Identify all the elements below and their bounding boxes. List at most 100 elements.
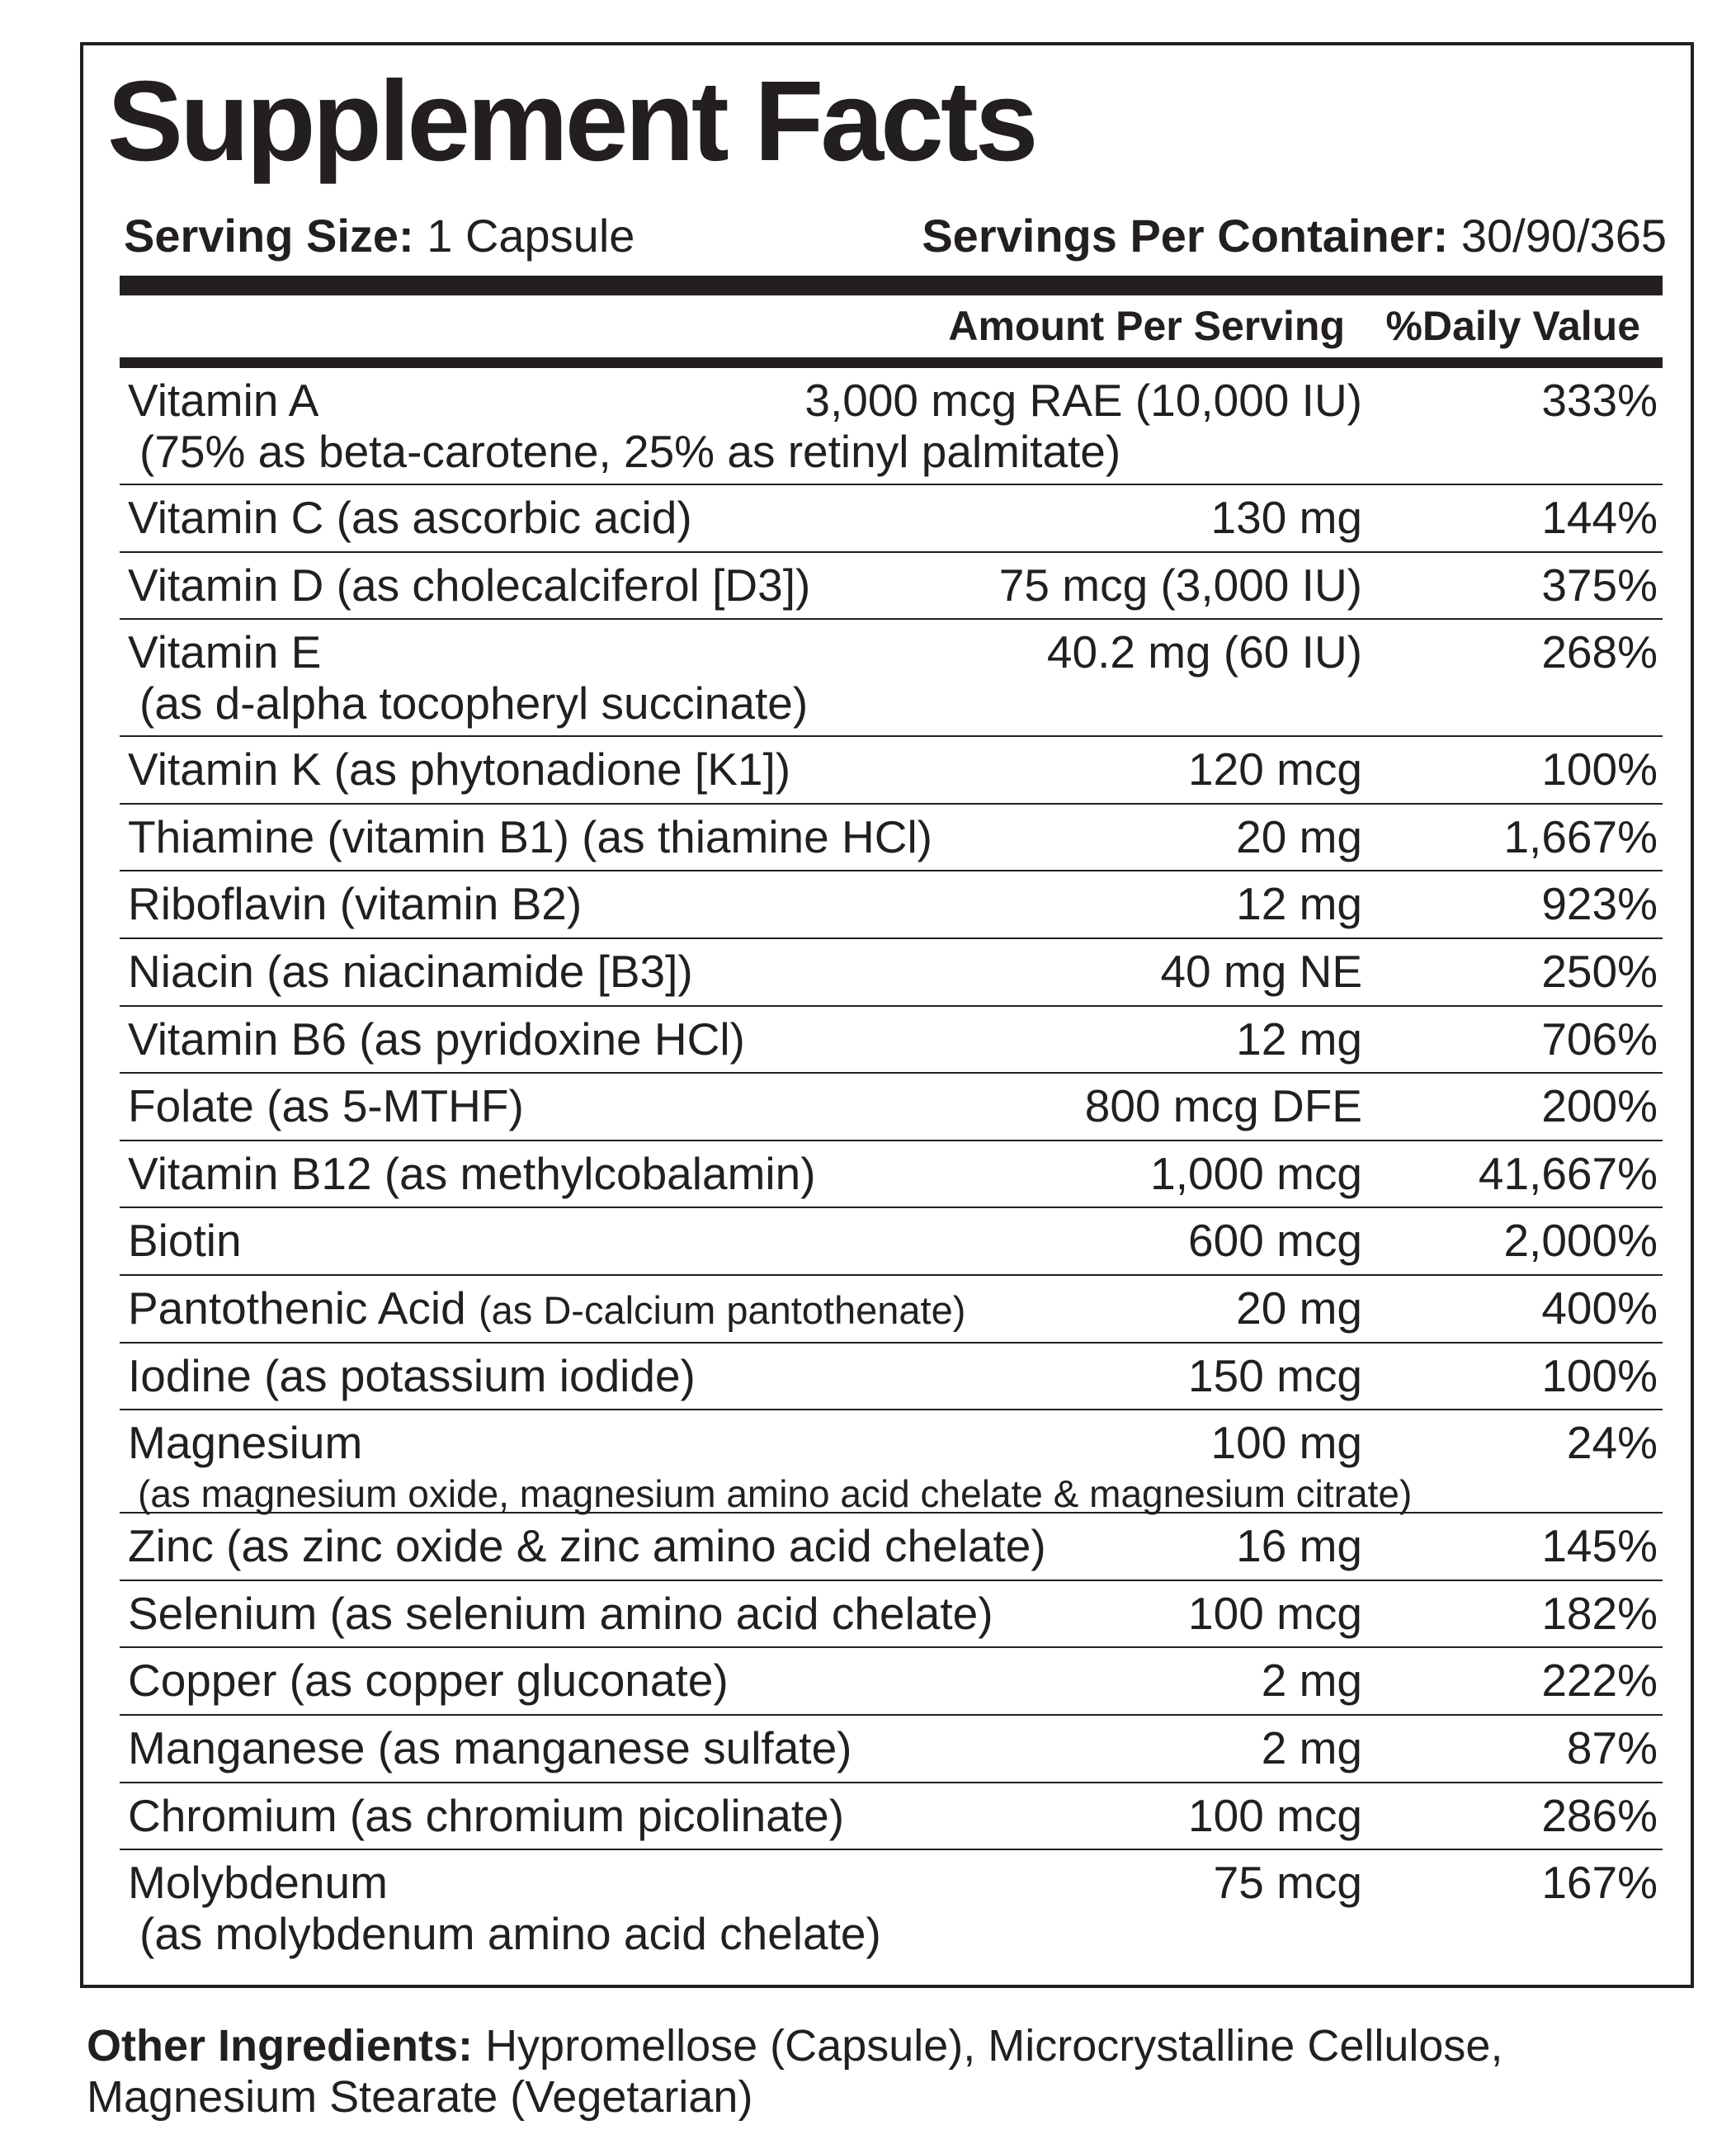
nutrient-daily-value: 200% bbox=[1541, 1080, 1658, 1132]
table-row: Magnesium (as magnesium oxide, magnesium … bbox=[120, 1410, 1663, 1514]
nutrient-amount: 800 mcg DFE bbox=[1084, 1080, 1362, 1132]
nutrient-name-main: Thiamine (vitamin B1) (as thiamine HCl) bbox=[128, 810, 932, 862]
nutrient-amount: 3,000 mcg RAE (10,000 IU) bbox=[804, 375, 1362, 426]
servings-per-container-value: 30/90/365 bbox=[1460, 210, 1667, 262]
table-row: Iodine (as potassium iodide) 150 mcg 100% bbox=[120, 1344, 1663, 1411]
nutrient-name: Vitamin E bbox=[128, 630, 321, 675]
nutrient-source: (as d-alpha tocopheryl succinate) bbox=[139, 678, 809, 730]
nutrient-name-main: Vitamin B6 (as pyridoxine HCl) bbox=[128, 1013, 745, 1065]
column-header-amount: Amount Per Serving bbox=[948, 303, 1345, 349]
header-divider bbox=[120, 357, 1663, 368]
nutrient-daily-value: 100% bbox=[1541, 1349, 1658, 1401]
nutrient-table: Vitamin A (75% as beta-carotene, 25% as r… bbox=[120, 368, 1663, 1974]
supplement-facts-panel bbox=[80, 42, 1694, 1988]
nutrient-daily-value: 1,667% bbox=[1503, 810, 1658, 862]
table-row: Vitamin A (75% as beta-carotene, 25% as r… bbox=[120, 368, 1663, 485]
nutrient-amount: 100 mcg bbox=[1188, 1789, 1362, 1841]
table-row: Thiamine (vitamin B1) (as thiamine HCl) 2… bbox=[120, 805, 1663, 872]
table-row: Riboflavin (vitamin B2) 12 mg 923% bbox=[120, 871, 1663, 939]
nutrient-amount: 12 mg bbox=[1236, 878, 1362, 930]
nutrient-name: Chromium (as chromium picolinate) bbox=[128, 1789, 845, 1841]
header-divider-thick bbox=[120, 276, 1663, 295]
nutrient-amount: 12 mg bbox=[1236, 1013, 1362, 1065]
nutrient-amount: 150 mcg bbox=[1188, 1349, 1362, 1401]
table-row: Vitamin K (as phytonadione [K1]) 120 mcg 1… bbox=[120, 737, 1663, 805]
nutrient-amount: 100 mcg bbox=[1188, 1587, 1362, 1639]
nutrient-name: Biotin bbox=[128, 1218, 242, 1263]
table-row: Molybdenum (as molybdenum amino acid chel… bbox=[120, 1850, 1663, 1974]
column-header-daily-value: %Daily Value bbox=[1385, 303, 1641, 349]
nutrient-amount: 40.2 mg (60 IU) bbox=[1046, 626, 1362, 678]
nutrient-amount: 130 mg bbox=[1210, 492, 1362, 543]
nutrient-daily-value: 167% bbox=[1541, 1857, 1658, 1909]
nutrient-name-main: Manganese (as manganese sulfate) bbox=[128, 1721, 852, 1773]
nutrient-name-main: Vitamin C (as ascorbic acid) bbox=[128, 492, 692, 543]
table-row: Biotin 600 mcg 2,000% bbox=[120, 1208, 1663, 1276]
table-row: Manganese (as manganese sulfate) 2 mg 87% bbox=[120, 1716, 1663, 1783]
table-row: Selenium (as selenium amino acid chelate… bbox=[120, 1581, 1663, 1649]
nutrient-name-main: Chromium (as chromium picolinate) bbox=[128, 1789, 845, 1841]
nutrient-name: Folate (as 5-MTHF) bbox=[128, 1084, 524, 1129]
nutrient-amount: 40 mg NE bbox=[1160, 945, 1362, 997]
nutrient-daily-value: 145% bbox=[1541, 1520, 1658, 1572]
nutrient-daily-value: 286% bbox=[1541, 1789, 1658, 1841]
nutrient-name: Vitamin D (as cholecalciferol [D3]) bbox=[128, 559, 811, 611]
other-ingredients: Other Ingredients: Hypromellose (Capsule… bbox=[87, 2020, 1704, 2123]
nutrient-daily-value: 41,667% bbox=[1478, 1147, 1658, 1199]
nutrient-name-main: Folate (as 5-MTHF) bbox=[128, 1080, 524, 1132]
nutrient-name-main: Vitamin K (as phytonadione [K1]) bbox=[128, 744, 791, 796]
nutrient-name: Zinc (as zinc oxide & zinc amino acid ch… bbox=[128, 1523, 1046, 1569]
nutrient-daily-value: 144% bbox=[1541, 492, 1658, 543]
table-row: Copper (as copper gluconate) 2 mg 222% bbox=[120, 1648, 1663, 1716]
nutrient-name-main: Vitamin D (as cholecalciferol [D3]) bbox=[128, 559, 811, 611]
nutrient-daily-value: 250% bbox=[1541, 945, 1658, 997]
table-row: Niacin (as niacinamide [B3]) 40 mg NE 250% bbox=[120, 939, 1663, 1007]
nutrient-name: Pantothenic Acid (as D-calcium pantothen… bbox=[128, 1285, 965, 1331]
table-row: Pantothenic Acid (as D-calcium pantothen… bbox=[120, 1276, 1663, 1344]
table-row: Zinc (as zinc oxide & zinc amino acid ch… bbox=[120, 1514, 1663, 1581]
nutrient-amount: 75 mcg (3,000 IU) bbox=[998, 559, 1362, 611]
nutrient-name: Riboflavin (vitamin B2) bbox=[128, 881, 582, 927]
nutrient-source: (as molybdenum amino acid chelate) bbox=[139, 1908, 881, 1960]
nutrient-name: Thiamine (vitamin B1) (as thiamine HCl) bbox=[128, 814, 932, 860]
table-row: Chromium (as chromium picolinate) 100 mcg… bbox=[120, 1783, 1663, 1851]
nutrient-daily-value: 923% bbox=[1541, 878, 1658, 930]
nutrient-daily-value: 222% bbox=[1541, 1655, 1658, 1707]
nutrient-name-main: Selenium (as selenium amino acid chelate… bbox=[128, 1587, 993, 1639]
serving-size: Serving Size: 1 Capsule bbox=[124, 213, 634, 259]
servings-per-container-label: Servings Per Container: bbox=[922, 210, 1449, 262]
table-row: Vitamin B12 (as methylcobalamin) 1,000 mc… bbox=[120, 1141, 1663, 1209]
nutrient-daily-value: 182% bbox=[1541, 1587, 1658, 1639]
nutrient-amount: 1,000 mcg bbox=[1150, 1147, 1362, 1199]
nutrient-name: Vitamin B12 (as methylcobalamin) bbox=[128, 1147, 816, 1199]
nutrient-name-main: Pantothenic Acid bbox=[128, 1282, 466, 1334]
nutrient-name: Vitamin C (as ascorbic acid) bbox=[128, 495, 692, 541]
nutrient-name-main: Copper (as copper gluconate) bbox=[128, 1655, 729, 1707]
nutrient-name-main: Vitamin A bbox=[128, 375, 319, 426]
nutrient-amount: 75 mcg bbox=[1213, 1857, 1362, 1909]
nutrient-daily-value: 100% bbox=[1541, 744, 1658, 796]
table-row: Vitamin C (as ascorbic acid) 130 mg 144% bbox=[120, 485, 1663, 553]
nutrient-daily-value: 706% bbox=[1541, 1013, 1658, 1065]
nutrient-amount: 2 mg bbox=[1261, 1721, 1362, 1773]
nutrient-amount: 2 mg bbox=[1261, 1655, 1362, 1707]
nutrient-name-main: Riboflavin (vitamin B2) bbox=[128, 878, 583, 930]
nutrient-name: Selenium (as selenium amino acid chelate… bbox=[128, 1587, 993, 1639]
nutrient-amount: 120 mcg bbox=[1188, 744, 1362, 796]
nutrient-name: Copper (as copper gluconate) bbox=[128, 1658, 729, 1703]
table-row: Folate (as 5-MTHF) 800 mcg DFE 200% bbox=[120, 1074, 1663, 1141]
nutrient-name-main: Vitamin B12 (as methylcobalamin) bbox=[128, 1147, 816, 1199]
nutrient-daily-value: 87% bbox=[1566, 1721, 1658, 1773]
nutrient-name-main: Molybdenum bbox=[128, 1857, 388, 1909]
nutrient-daily-value: 268% bbox=[1541, 626, 1658, 678]
table-row: Vitamin D (as cholecalciferol [D3]) 75 mc… bbox=[120, 553, 1663, 621]
servings-per-container: Servings Per Container: 30/90/365 bbox=[922, 213, 1667, 259]
nutrient-amount: 16 mg bbox=[1236, 1520, 1362, 1572]
serving-size-value: 1 Capsule bbox=[427, 210, 635, 262]
nutrient-daily-value: 2,000% bbox=[1503, 1215, 1658, 1267]
nutrient-source: (as magnesium oxide, magnesium amino aci… bbox=[138, 1472, 1413, 1516]
nutrient-name-main: Zinc (as zinc oxide & zinc amino acid ch… bbox=[128, 1520, 1046, 1572]
nutrient-name: Molybdenum bbox=[128, 1860, 388, 1906]
serving-size-label: Serving Size: bbox=[124, 210, 414, 262]
nutrient-name-main: Magnesium bbox=[128, 1417, 363, 1469]
